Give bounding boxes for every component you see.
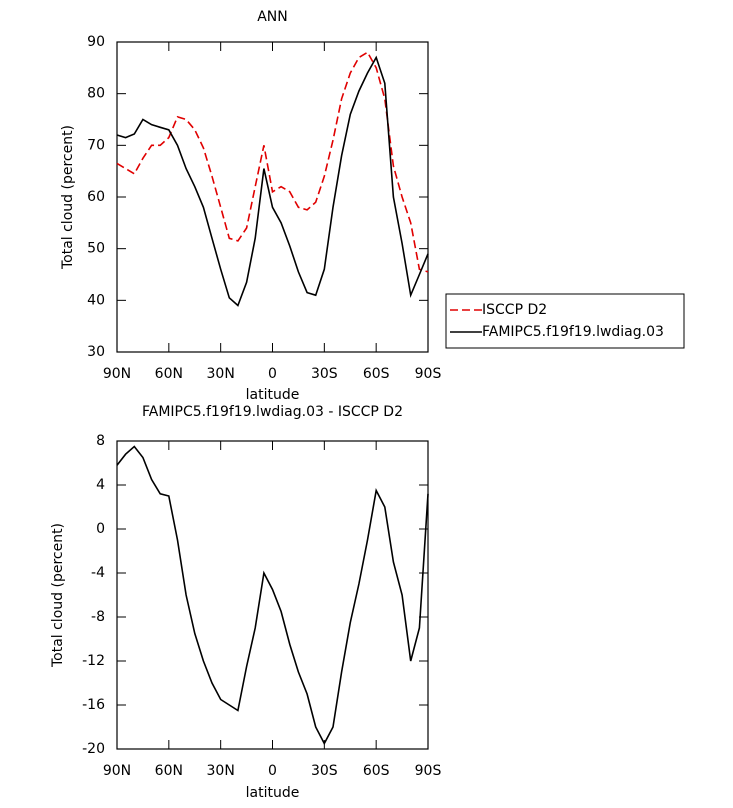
x-tick-label: 90N: [103, 366, 131, 382]
y-axis-label: Total cloud (percent): [50, 523, 66, 668]
y-tick-label: 30: [87, 344, 105, 360]
y-tick-label: -4: [91, 565, 105, 581]
chart-title: FAMIPC5.f19f19.lwdiag.03 - ISCCP D2: [142, 404, 403, 420]
x-tick-label: 90S: [415, 366, 442, 382]
y-tick-label: 90: [87, 34, 105, 50]
x-tick-label: 60N: [155, 366, 183, 382]
y-tick-label: 80: [87, 86, 105, 102]
x-tick-label: 0: [268, 763, 277, 779]
x-axis-label: latitude: [246, 387, 300, 403]
y-tick-label: 4: [96, 477, 105, 493]
chart-title: ANN: [257, 9, 288, 25]
x-tick-label: 30N: [207, 763, 235, 779]
x-tick-label: 30S: [311, 763, 338, 779]
x-tick-label: 30S: [311, 366, 338, 382]
series-line: [116, 55, 429, 307]
legend-label: ISCCP D2: [482, 302, 547, 318]
x-tick-label: 60S: [363, 366, 390, 382]
y-tick-label: 60: [87, 189, 105, 205]
y-tick-label: -12: [82, 653, 105, 669]
y-tick-label: -8: [91, 609, 105, 625]
x-tick-label: 90S: [415, 763, 442, 779]
x-tick-label: 90N: [103, 763, 131, 779]
y-tick-label: -16: [82, 697, 105, 713]
series-line: [116, 51, 429, 273]
legend-box: [445, 293, 685, 349]
y-tick-label: 40: [87, 292, 105, 308]
x-tick-label: 60N: [155, 763, 183, 779]
x-axis-label: latitude: [246, 785, 300, 801]
x-tick-label: 0: [268, 366, 277, 382]
plot-frame: [116, 440, 429, 750]
legend-label: FAMIPC5.f19f19.lwdiag.03: [482, 324, 664, 340]
y-axis-label: Total cloud (percent): [60, 125, 76, 270]
y-tick-label: 0: [96, 521, 105, 537]
x-tick-label: 30N: [207, 366, 235, 382]
y-tick-label: 8: [96, 433, 105, 449]
y-tick-label: 70: [87, 137, 105, 153]
y-tick-label: 50: [87, 241, 105, 257]
series-line: [116, 445, 429, 746]
y-tick-label: -20: [82, 741, 105, 757]
x-tick-label: 60S: [363, 763, 390, 779]
